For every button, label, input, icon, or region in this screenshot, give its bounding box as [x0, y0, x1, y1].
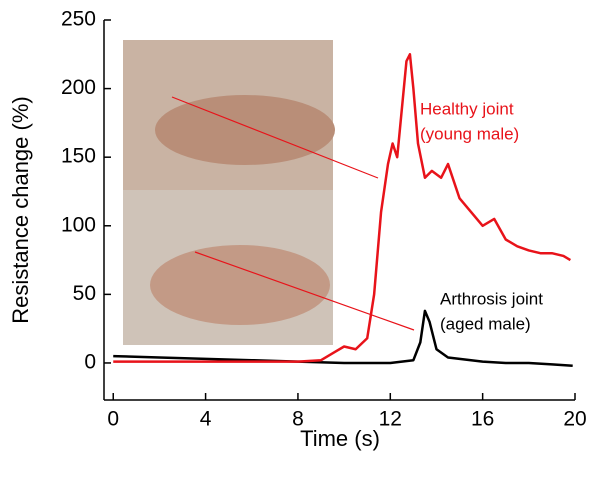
annotation: (aged male): [440, 314, 531, 333]
y-tick-label: 200: [61, 76, 96, 99]
y-tick-label: 0: [84, 351, 96, 374]
y-tick-label: 250: [61, 8, 96, 31]
y-tick-label: 100: [61, 213, 96, 236]
x-tick-label: 0: [107, 408, 119, 431]
hand-shape: [155, 95, 335, 165]
hand-shape: [150, 245, 330, 325]
y-tick-label: 150: [61, 145, 96, 168]
annotation: Arthrosis joint: [440, 289, 543, 308]
x-tick-label: 20: [563, 408, 586, 431]
x-axis-label: Time (s): [300, 426, 380, 451]
y-axis-label: Resistance change (%): [8, 96, 33, 323]
x-tick-label: 8: [292, 408, 304, 431]
x-tick-label: 16: [471, 408, 494, 431]
x-tick-label: 4: [200, 408, 212, 431]
annotation: Healthy joint: [420, 99, 514, 118]
y-tick-label: 50: [73, 282, 96, 305]
chart: Time (s) Resistance change (%) 0 50 100 150…: [0, 0, 613, 474]
annotation: (young male): [420, 124, 519, 143]
x-tick-label: 12: [379, 408, 402, 431]
